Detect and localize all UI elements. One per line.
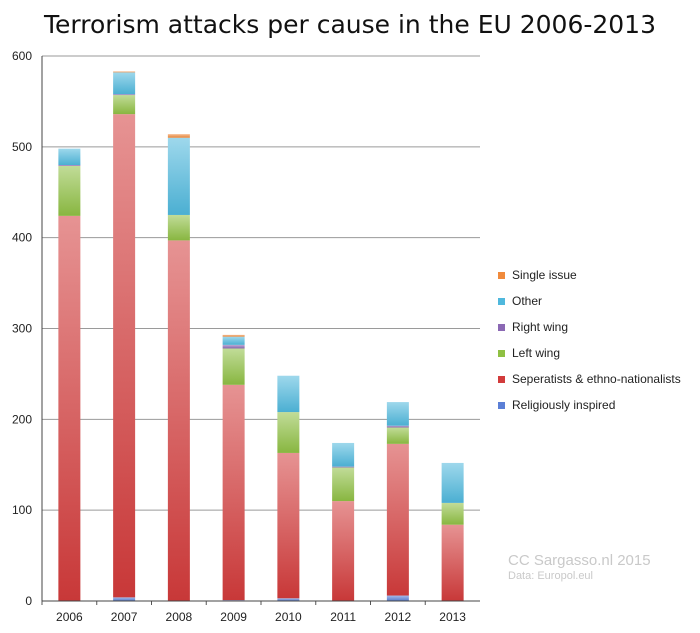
bar-segment-seperatists-ethno-nationalists-2013 bbox=[441, 524, 464, 601]
legend-swatch bbox=[498, 375, 505, 383]
bar-segment-seperatists-ethno-nationalists-2011 bbox=[332, 501, 355, 601]
legend-swatch bbox=[498, 297, 505, 305]
x-tick-label: 2010 bbox=[275, 610, 302, 624]
bars bbox=[58, 71, 464, 601]
bar-segment-religiously-inspired-2007 bbox=[113, 597, 136, 601]
bar-segment-left-wing-2013 bbox=[441, 502, 464, 525]
legend-label: Left wing bbox=[512, 346, 561, 360]
legend-item: Left wing bbox=[498, 340, 681, 366]
legend-label: Single issue bbox=[512, 268, 577, 282]
bar-segment-other-2009 bbox=[222, 336, 245, 345]
x-tick-label: 2013 bbox=[439, 610, 466, 624]
x-tick-label: 2007 bbox=[111, 610, 138, 624]
x-tick-label: 2008 bbox=[166, 610, 193, 624]
bar-segment-religiously-inspired-2010 bbox=[277, 598, 300, 601]
tick-labels: 0 100 200 300 400 500 600 2006 2007 2008 2009 2010 2… bbox=[12, 49, 466, 624]
y-tick-label: 0 bbox=[25, 594, 32, 608]
bar-segment-seperatists-ethno-nationalists-2010 bbox=[277, 452, 300, 599]
legend-item: Religiously inspired bbox=[498, 392, 681, 418]
bar-segment-right-wing-2012 bbox=[386, 425, 409, 428]
bar-segment-seperatists-ethno-nationalists-2006 bbox=[58, 215, 81, 601]
y-tick-label: 600 bbox=[12, 49, 32, 63]
bar-segment-other-2010 bbox=[277, 375, 300, 413]
bar-segment-right-wing-2006 bbox=[58, 165, 81, 166]
legend-label: Right wing bbox=[512, 320, 569, 334]
bar-segment-left-wing-2010 bbox=[277, 412, 300, 453]
y-tick-label: 200 bbox=[12, 412, 32, 426]
bar-segment-seperatists-ethno-nationalists-2007 bbox=[113, 114, 136, 598]
bar-segment-single-issue-2009 bbox=[222, 334, 245, 337]
legend-label: Seperatists & ethno-nationalists bbox=[512, 372, 681, 386]
bar-segment-right-wing-2011 bbox=[332, 466, 355, 468]
bar-segment-left-wing-2011 bbox=[332, 467, 355, 502]
bar-segment-seperatists-ethno-nationalists-2012 bbox=[386, 443, 409, 596]
axes bbox=[41, 56, 480, 605]
legend-swatch bbox=[498, 271, 505, 279]
y-tick-label: 100 bbox=[12, 503, 32, 517]
credit: CC Sargasso.nl 2015 Data: Europol.eul bbox=[508, 552, 651, 582]
legend-swatch bbox=[498, 323, 505, 331]
legend-item: Other bbox=[498, 288, 681, 314]
chart-title: Terrorism attacks per cause in the EU 20… bbox=[43, 10, 656, 39]
bar-segment-left-wing-2006 bbox=[58, 165, 81, 216]
bar-segment-left-wing-2009 bbox=[222, 348, 245, 385]
bar-segment-right-wing-2009 bbox=[222, 344, 245, 349]
bar-segment-left-wing-2008 bbox=[167, 214, 190, 241]
bar-segment-single-issue-2007 bbox=[113, 71, 136, 73]
legend-swatch bbox=[498, 349, 505, 357]
legend: Single issue Other Right wing Left wing Sepe… bbox=[498, 262, 681, 418]
x-tick-label: 2006 bbox=[56, 610, 83, 624]
legend-item: Single issue bbox=[498, 262, 681, 288]
bar-segment-other-2008 bbox=[167, 137, 190, 215]
bar-segment-seperatists-ethno-nationalists-2009 bbox=[222, 384, 245, 601]
bar-segment-other-2013 bbox=[441, 462, 464, 503]
legend-item: Right wing bbox=[498, 314, 681, 340]
y-tick-label: 400 bbox=[12, 231, 32, 245]
credit-line-2: Data: Europol.eul bbox=[508, 570, 593, 582]
bar-segment-other-2007 bbox=[113, 72, 136, 95]
bar-segment-single-issue-2008 bbox=[167, 134, 190, 138]
y-tick-label: 300 bbox=[12, 322, 32, 336]
bar-segment-other-2012 bbox=[386, 402, 409, 426]
x-tick-label: 2012 bbox=[385, 610, 412, 624]
bar-segment-other-2006 bbox=[58, 148, 81, 165]
bar-segment-religiously-inspired-2012 bbox=[386, 595, 409, 601]
legend-label: Religiously inspired bbox=[512, 398, 616, 412]
x-tick-label: 2011 bbox=[330, 610, 356, 624]
legend-swatch bbox=[498, 401, 505, 409]
gridlines bbox=[42, 55, 480, 602]
bar-segment-left-wing-2012 bbox=[386, 427, 409, 444]
bar-segment-left-wing-2007 bbox=[113, 95, 136, 115]
legend-label: Other bbox=[512, 294, 543, 308]
bar-segment-seperatists-ethno-nationalists-2008 bbox=[167, 240, 190, 601]
bar-segment-other-2011 bbox=[332, 442, 355, 467]
bar-segment-right-wing-2007 bbox=[113, 94, 136, 96]
y-tick-label: 500 bbox=[12, 140, 32, 154]
credit-line-1: CC Sargasso.nl 2015 bbox=[508, 552, 651, 569]
x-tick-label: 2009 bbox=[220, 610, 247, 624]
legend-item: Seperatists & ethno-nationalists bbox=[498, 366, 681, 392]
